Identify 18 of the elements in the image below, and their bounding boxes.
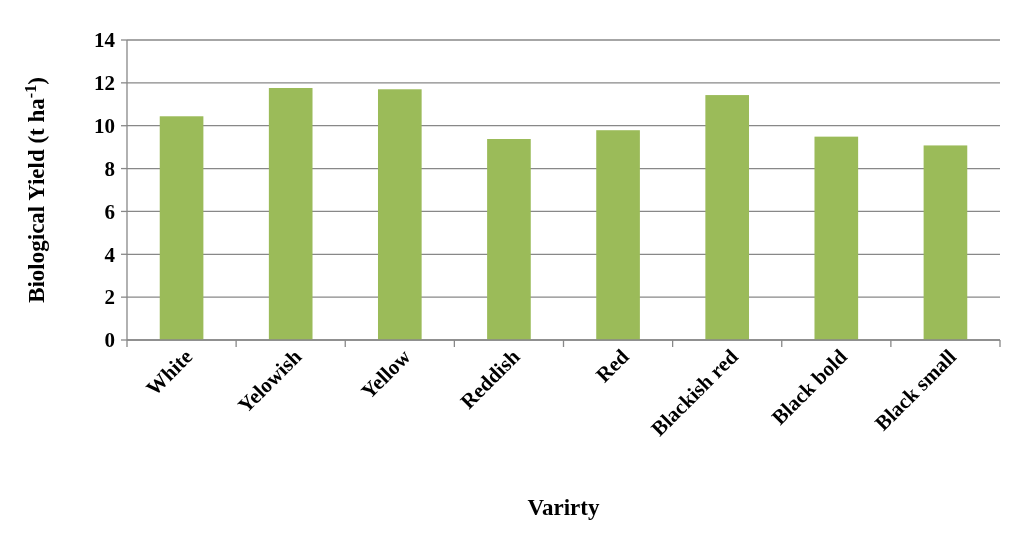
- bar: [159, 116, 204, 340]
- y-tick-label: 8: [104, 156, 115, 181]
- y-tick-label: 0: [104, 328, 115, 353]
- y-tick-label: 4: [104, 242, 116, 267]
- bar: [814, 136, 859, 340]
- x-tick-label: Red: [591, 344, 634, 388]
- bar: [923, 145, 968, 340]
- bar: [487, 139, 531, 340]
- bar: [705, 95, 750, 340]
- bar: [377, 89, 422, 340]
- y-tick-label: 14: [94, 28, 116, 53]
- x-axis-title: Varirty: [527, 495, 600, 520]
- y-tick-label: 2: [104, 285, 115, 310]
- y-tick-label: 10: [94, 114, 115, 139]
- bar: [268, 88, 313, 340]
- y-tick-label: 12: [94, 71, 115, 96]
- y-tick-label: 6: [104, 199, 115, 224]
- bar: [596, 130, 640, 340]
